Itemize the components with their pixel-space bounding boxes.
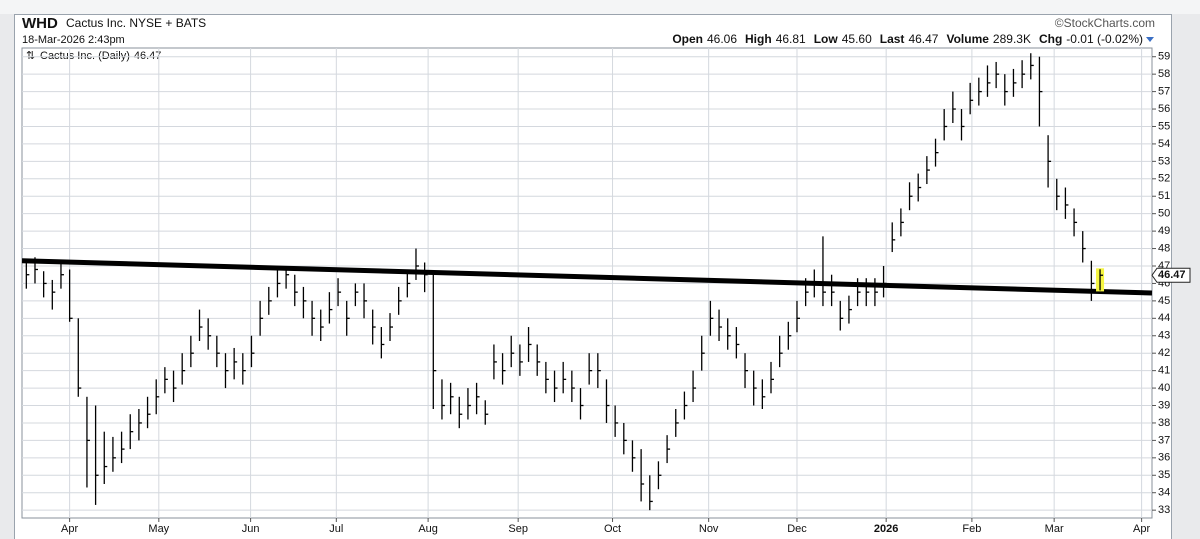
y-tick-label: 43	[1158, 330, 1170, 342]
y-tick-label: 39	[1158, 399, 1170, 411]
legend: ⇅ Cactus Inc. (Daily) 46.47	[26, 50, 161, 62]
quote-label: High	[745, 32, 772, 46]
x-tick-label: Nov	[699, 523, 719, 535]
top-strip	[0, 0, 1200, 14]
y-tick-label: 50	[1158, 208, 1170, 220]
ticker: WHD	[22, 15, 58, 32]
y-tick-label: 38	[1158, 417, 1170, 429]
source: ©StockCharts.com	[1055, 16, 1155, 30]
quote-value: 46.81	[776, 32, 806, 46]
quote-value: 289.3K	[993, 32, 1031, 46]
x-tick-label: 2026	[874, 523, 898, 535]
x-tick-label: Dec	[787, 523, 807, 535]
y-tick-label: 33	[1158, 504, 1170, 516]
x-tick-label: Jul	[329, 523, 343, 535]
y-tick-label: 56	[1158, 103, 1170, 115]
y-tick-label: 41	[1158, 365, 1170, 377]
last-price-label: 46.47	[1158, 269, 1186, 281]
quote-value: 46.47	[908, 32, 938, 46]
y-tick-label: 37	[1158, 434, 1170, 446]
y-tick-label: 51	[1158, 190, 1170, 202]
y-tick-label: 42	[1158, 347, 1170, 359]
x-tick-label: May	[148, 523, 169, 535]
y-tick-label: 52	[1158, 173, 1170, 185]
quote-label: Volume	[946, 32, 989, 46]
legend-icon: ⇅	[26, 50, 35, 62]
subtitle: Cactus Inc. NYSE + BATS	[66, 16, 206, 30]
legend-last: 46.47	[134, 50, 162, 62]
x-tick-label: Jun	[242, 523, 260, 535]
y-tick-label: 40	[1158, 382, 1170, 394]
y-tick-label: 54	[1158, 138, 1170, 150]
legend-text: Cactus Inc. (Daily) 46.47	[40, 50, 161, 62]
x-tick-label: Oct	[604, 523, 621, 535]
y-tick-label: 34	[1158, 487, 1170, 499]
y-tick-label: 45	[1158, 295, 1170, 307]
y-tick-label: 59	[1158, 51, 1170, 63]
y-tick-label: 44	[1158, 312, 1170, 324]
y-tick-label: 57	[1158, 86, 1170, 98]
y-tick-label: 53	[1158, 155, 1170, 167]
y-tick-label: 48	[1158, 242, 1170, 254]
dropdown-arrow[interactable]	[1146, 37, 1154, 42]
x-tick-label: Apr	[61, 523, 78, 535]
legend-name: Cactus Inc. (Daily)	[40, 50, 130, 62]
x-tick-label: Aug	[418, 523, 438, 535]
quote-label: Chg	[1039, 32, 1062, 46]
x-tick-label: Apr	[1133, 523, 1150, 535]
y-tick-label: 35	[1158, 469, 1170, 481]
quote-value: 46.06	[707, 32, 737, 46]
quote-value: 45.60	[842, 32, 872, 46]
y-tick-label: 36	[1158, 452, 1170, 464]
last-price-box	[1151, 267, 1191, 283]
y-tick-label: 55	[1158, 120, 1170, 132]
x-tick-label: Sep	[508, 523, 528, 535]
y-tick-label: 49	[1158, 225, 1170, 237]
quote-label: Last	[880, 32, 905, 46]
timestamp: 18-Mar-2026 2:43pm	[22, 34, 125, 46]
quote-line: Open 46.06 High 46.81 Low 45.60 Last 46.47 Volum…	[672, 32, 1143, 46]
trendline	[21, 258, 1153, 296]
quote-value: -0.01 (-0.02%)	[1066, 32, 1143, 46]
quote-label: Low	[814, 32, 839, 46]
x-tick-label: Mar	[1045, 523, 1064, 535]
y-tick-label: 58	[1158, 68, 1170, 80]
x-tick-label: Feb	[962, 523, 981, 535]
quote-label: Open	[672, 32, 703, 46]
